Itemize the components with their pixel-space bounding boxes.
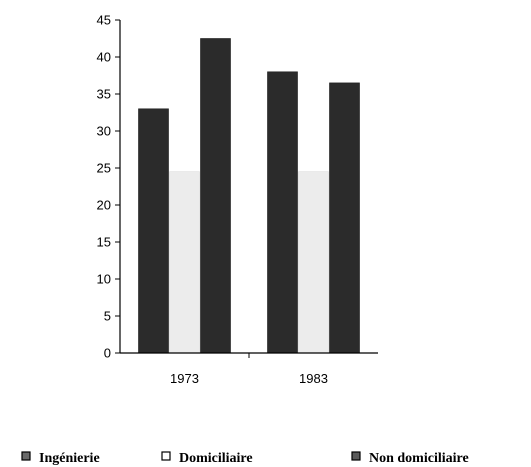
y-tick-label: 30 xyxy=(97,124,111,139)
legend-swatch xyxy=(161,451,171,461)
legend-swatch xyxy=(21,451,31,461)
bars xyxy=(138,38,360,354)
y-tick-label: 25 xyxy=(97,161,111,176)
y-tick-label: 45 xyxy=(97,13,111,28)
y-tick-label: 5 xyxy=(104,309,111,324)
x-tick-label: 1983 xyxy=(299,371,328,386)
y-tick-label: 15 xyxy=(97,235,111,250)
bar-1-0 xyxy=(169,171,200,354)
y-tick-label: 0 xyxy=(104,346,111,361)
y-tick-label: 40 xyxy=(97,50,111,65)
bar-2-1 xyxy=(329,82,360,354)
legend: Ingénierie Domiciliaire Non domiciliaire xyxy=(21,451,469,466)
bar-2-0 xyxy=(200,38,231,354)
legend-swatch xyxy=(351,451,361,461)
bar-1-1 xyxy=(298,171,329,354)
y-tick-label: 35 xyxy=(97,87,111,102)
legend-label: Non domiciliaire xyxy=(369,451,469,466)
y-axis: 0 5 10 15 20 25 30 35 40 45 xyxy=(97,13,121,361)
y-tick-label: 10 xyxy=(97,272,111,287)
legend-label: Domiciliaire xyxy=(179,451,253,466)
legend-label: Ingénierie xyxy=(39,451,100,466)
bar-0-0 xyxy=(138,108,169,354)
x-tick-label: 1973 xyxy=(170,371,199,386)
bar-0-1 xyxy=(267,71,298,354)
y-tick-label: 20 xyxy=(97,198,111,213)
x-axis: 1973 1983 xyxy=(120,352,378,386)
